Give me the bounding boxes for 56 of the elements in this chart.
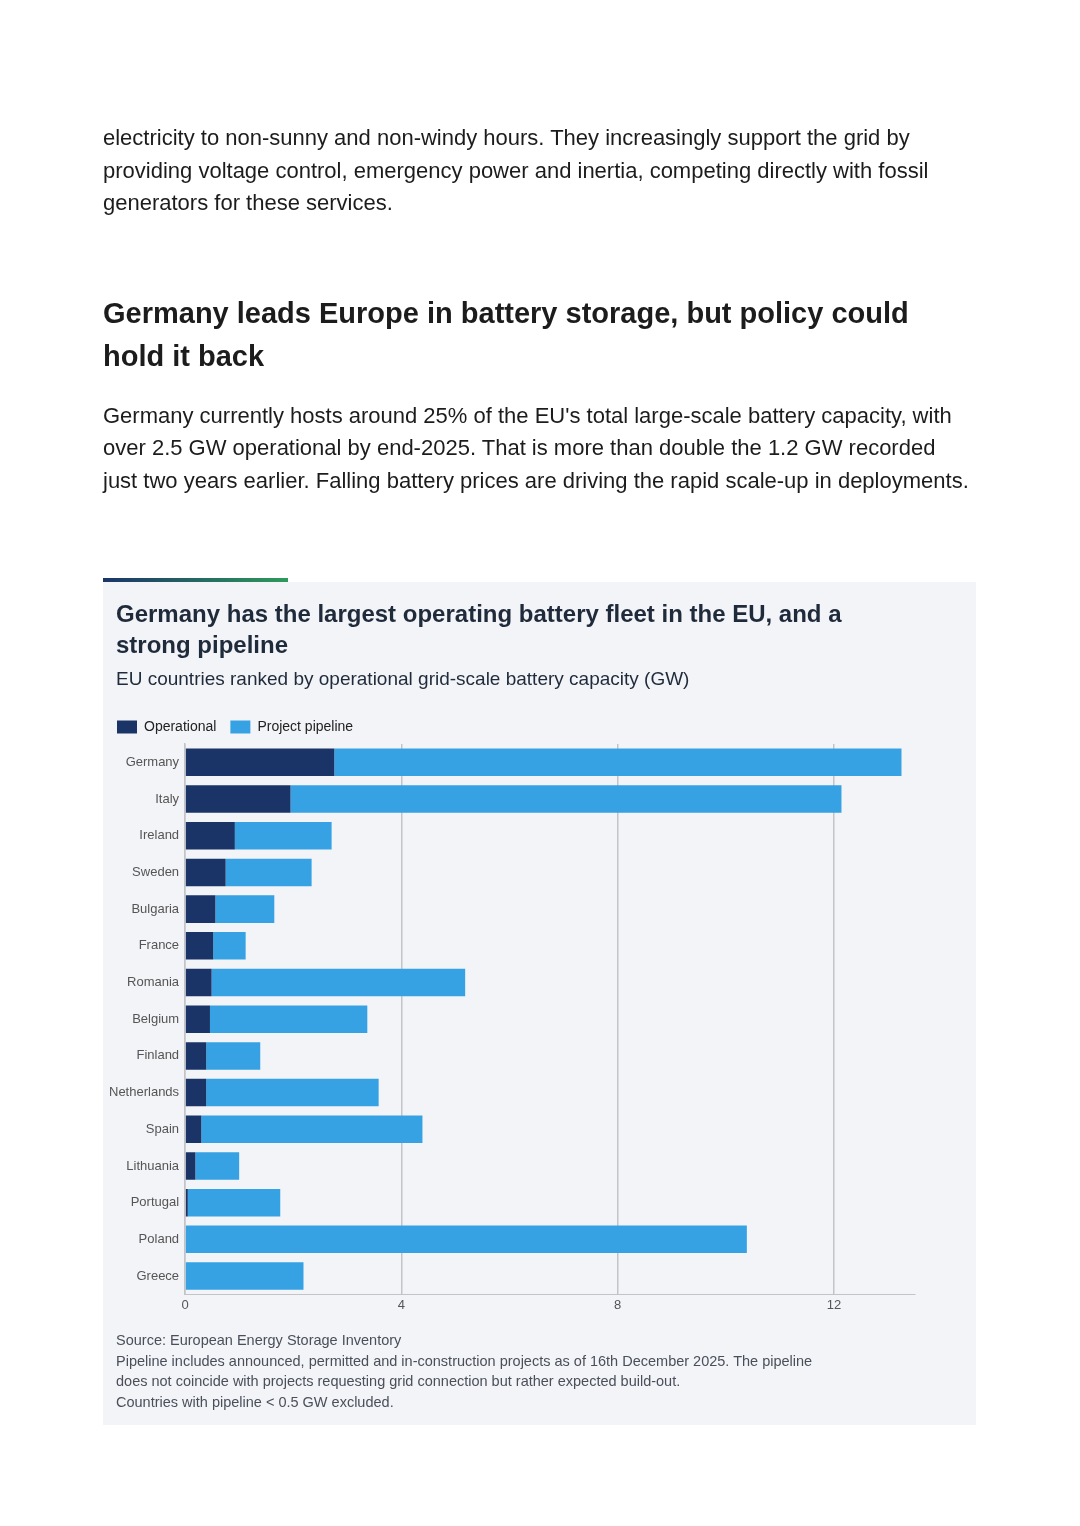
y-tick-label: Lithuania	[126, 1157, 180, 1173]
x-tick-label: 4	[397, 1296, 405, 1312]
text: electricity to non-sunny and non-windy hours. They increasingly support the grid by providing voltage control, emergency power and inertia, competing directly with fossil generators for these services.	[103, 124, 930, 217]
bar	[201, 1115, 423, 1144]
bar	[185, 748, 335, 777]
x-tick-label: 12	[826, 1296, 842, 1312]
text: Germany currently hosts around 25% of the EU's total large-scale battery capacity, with over 2.5 GW operational by end-2025. That is more than double the 1.2 GW recorded just two years earlier. Falling battery prices are driving the rapid scale-up in deployments.	[103, 401, 970, 495]
bar	[290, 785, 842, 813]
bar	[185, 895, 216, 923]
y-tick-label: Spain	[145, 1120, 180, 1136]
y-tick-label: Greece	[136, 1267, 180, 1283]
x-tick-label: 0	[181, 1296, 189, 1312]
bar	[185, 858, 226, 887]
chart-subtitle: EU countries ranked by operational grid-scale battery capacity (GW)	[116, 668, 690, 690]
bar	[187, 1188, 281, 1217]
y-tick-label: Bulgaria	[131, 900, 180, 916]
bar	[185, 821, 235, 850]
y-tick-label: Sweden	[132, 864, 180, 879]
y-tick-label: Germany	[125, 753, 180, 769]
y-tick-label: France	[138, 937, 180, 953]
bar	[185, 932, 214, 960]
legend-label: Project pipeline	[257, 717, 354, 734]
text: Pipeline includes announced, permitted and in-construction projects as of 16th December 2025. The pipeline does not coincide with projects requesting grid connection but rather expected build-out.	[116, 1351, 814, 1391]
bar	[234, 821, 332, 850]
text: Countries with pipeline < 0.5 GW excluded.	[116, 1392, 395, 1412]
bar	[185, 1042, 207, 1070]
y-tick-label: Netherlands	[108, 1084, 180, 1100]
bar	[206, 1078, 379, 1107]
y-tick-label: Portugal	[130, 1194, 180, 1210]
bar	[215, 895, 275, 923]
text: Germany leads Europe in battery storage, but policy could hold it back	[103, 295, 910, 374]
bar	[185, 1225, 747, 1254]
y-tick-label: Italy	[155, 790, 180, 806]
bar	[206, 1042, 261, 1070]
chart-title: Germany has the largest operating battery fleet in the EU, and a strong pipeline	[116, 599, 843, 660]
y-tick-label: Romania	[127, 974, 180, 990]
bar	[185, 968, 212, 997]
y-tick-label: Finland	[136, 1047, 180, 1063]
bar	[209, 1005, 368, 1033]
y-tick-label: Poland	[138, 1230, 180, 1246]
y-tick-label: Ireland	[139, 827, 180, 843]
source-note: Source: European Energy Storage Inventory	[116, 1331, 403, 1350]
bar	[195, 1152, 240, 1180]
bar	[185, 1152, 196, 1180]
bar	[185, 1078, 207, 1107]
bar	[185, 1262, 304, 1290]
bar	[334, 748, 902, 777]
bar	[185, 1005, 210, 1033]
bar	[211, 968, 466, 997]
legend-label: Operational	[144, 717, 217, 734]
bar	[185, 785, 291, 813]
y-tick-label: Belgium	[132, 1010, 180, 1026]
bar	[225, 858, 312, 887]
bar	[213, 932, 246, 960]
x-tick-label: 8	[614, 1296, 622, 1312]
bar	[185, 1115, 202, 1144]
